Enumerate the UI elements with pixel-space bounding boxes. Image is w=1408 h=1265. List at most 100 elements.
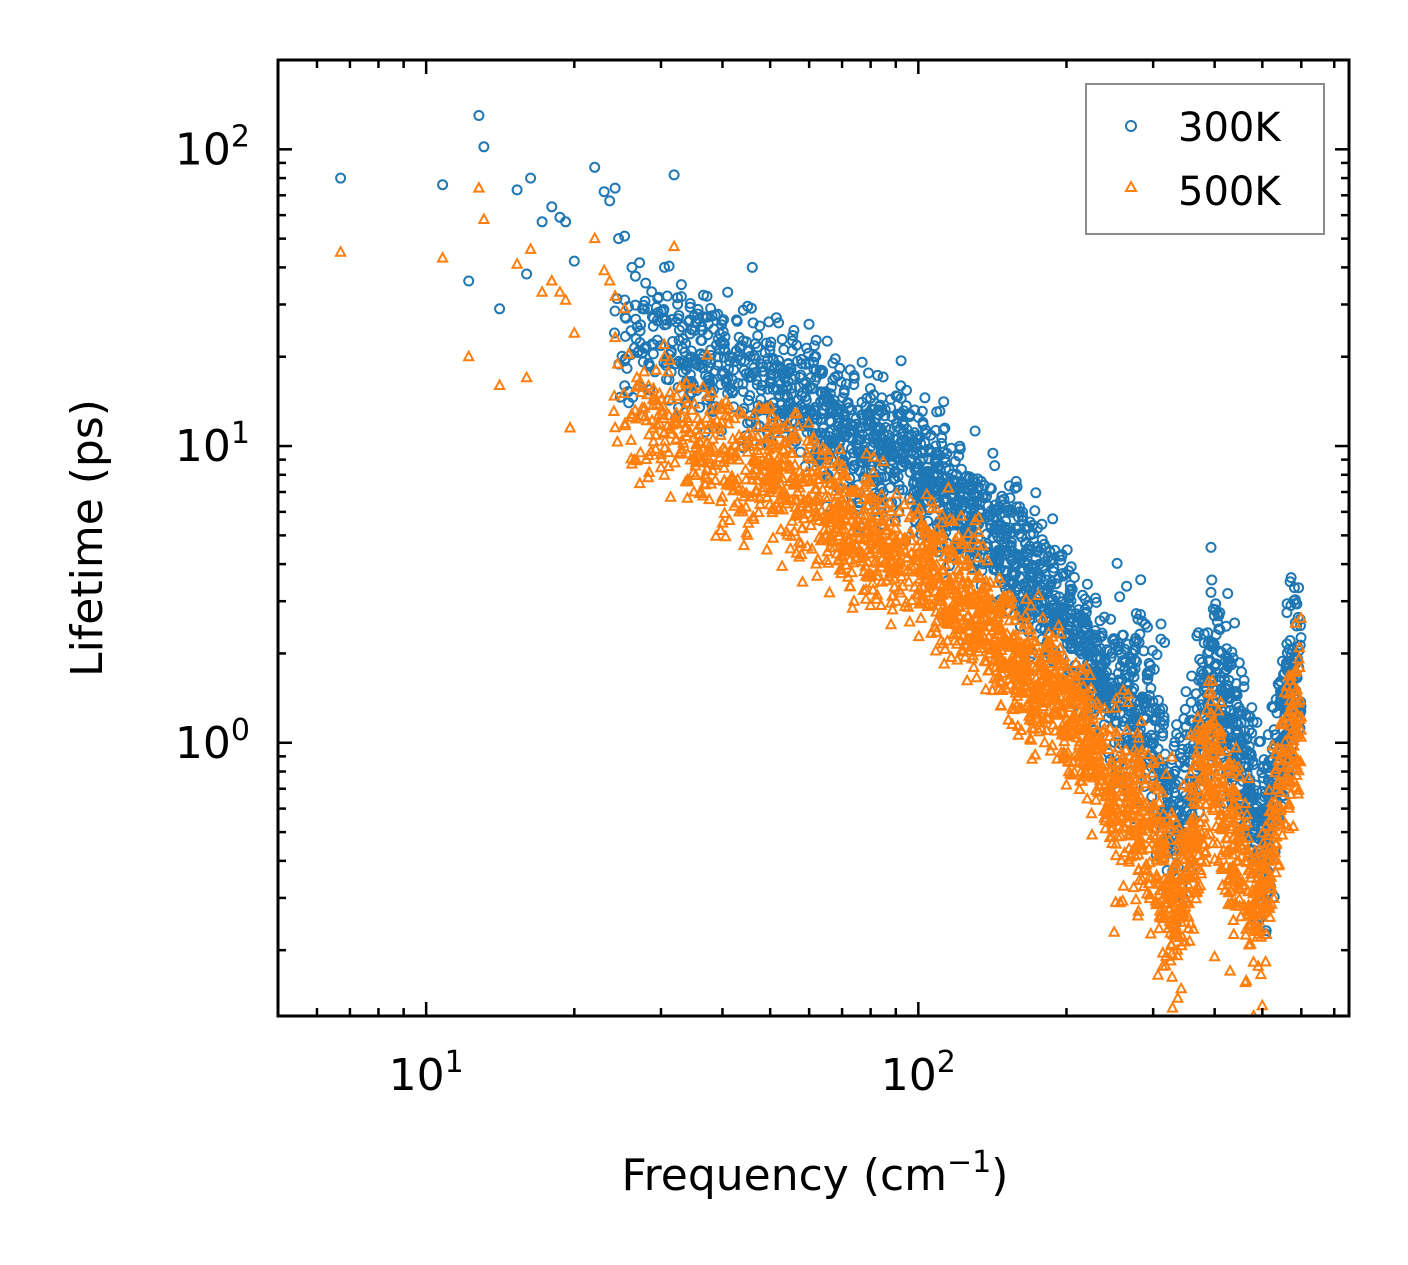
scatter-point-300k (1238, 674, 1250, 686)
scatter-point-500k (1294, 611, 1308, 623)
scatter-point-300k (629, 270, 641, 282)
scatter-point-500k (658, 468, 671, 480)
scatter-point-300k (1174, 732, 1186, 744)
scatter-point-500k (1057, 751, 1070, 763)
scatter-point-500k (981, 553, 994, 566)
scatter-point-300k (634, 257, 646, 269)
scatter-point-500k (1244, 904, 1258, 917)
scatter-point-500k (900, 551, 913, 563)
scatter-point-500k (1208, 949, 1221, 962)
scatter-point-300k (680, 338, 692, 350)
scatter-point-300k (1227, 717, 1239, 729)
scatter-point-500k (1133, 787, 1146, 800)
scatter-point-500k (926, 531, 939, 544)
scatter-point-500k (1177, 777, 1190, 790)
scatter-point-500k (1164, 953, 1177, 966)
scatter-point-300k (1010, 548, 1022, 560)
scatter-point-500k (1058, 649, 1071, 662)
scatter-point-300k (778, 408, 790, 420)
scatter-point-300k (698, 289, 709, 301)
scatter-point-500k (965, 651, 979, 664)
scatter-point-500k (1165, 749, 1179, 762)
scatter-point-300k (886, 411, 898, 423)
scatter-point-500k (804, 474, 817, 486)
scatter-point-300k (1155, 633, 1167, 645)
scatter-point-500k (860, 446, 873, 459)
scatter-point-300k (1230, 690, 1242, 702)
scatter-point-500k (1191, 824, 1204, 837)
scatter-point-300k (919, 467, 931, 478)
scatter-point-500k (747, 468, 761, 480)
scatter-point-500k (649, 442, 662, 454)
scatter-point-500k (1109, 848, 1123, 861)
scatter-point-500k (724, 442, 738, 455)
scatter-point-500k (1126, 763, 1140, 776)
scatter-point-500k (848, 516, 862, 529)
scatter-point-300k (1192, 627, 1204, 639)
scatter-point-300k (992, 520, 1004, 531)
scatter-point-500k (992, 649, 1006, 662)
scatter-point-500k (694, 436, 707, 449)
scatter-point-500k (524, 242, 537, 254)
scatter-point-300k (668, 169, 680, 181)
scatter-point-500k (1142, 800, 1156, 812)
scatter-point-300k (746, 371, 757, 383)
scatter-point-500k (657, 337, 671, 349)
scatter-point-500k (655, 451, 668, 464)
scatter-point-500k (1179, 863, 1193, 875)
scatter-point-500k (1145, 766, 1159, 778)
scatter-point-500k (1242, 831, 1255, 843)
scatter-point-300k (756, 379, 768, 391)
scatter-point-300k (1040, 613, 1052, 625)
scatter-point-500k (690, 422, 703, 435)
scatter-point-300k (955, 463, 967, 475)
scatter-point-500k (608, 388, 621, 401)
scatter-point-500k (1010, 608, 1024, 621)
scatter-point-500k (876, 454, 890, 467)
scatter-point-300k (1218, 674, 1230, 686)
scatter-point-300k (803, 318, 815, 330)
scatter-point-500k (1267, 891, 1281, 903)
scatter-point-500k (877, 509, 891, 522)
scatter-point-300k (1180, 686, 1192, 698)
scatter-point-300k (946, 468, 958, 480)
scatter-point-500k (759, 431, 773, 444)
scatter-point-500k (1248, 844, 1262, 856)
scatter-point-500k (888, 528, 901, 541)
scatter-point-500k (884, 617, 898, 630)
scatter-point-300k (1140, 697, 1152, 708)
scatter-point-500k (462, 349, 475, 362)
scatter-point-500k (1165, 970, 1179, 982)
scatter-point-500k (823, 585, 836, 598)
scatter-point-300k (1065, 604, 1077, 616)
scatter-point-500k (1093, 768, 1106, 781)
scatter-point-500k (1124, 762, 1137, 774)
scatter-point-300k (640, 341, 652, 353)
scatter-point-300k (1256, 821, 1267, 833)
scatter-point-500k (1097, 724, 1110, 737)
scatter-point-300k (1175, 800, 1187, 812)
scatter-point-500k (1265, 795, 1279, 807)
scatter-point-300k (1019, 538, 1031, 549)
scatter-point-500k (1202, 674, 1215, 686)
scatter-point-300k (922, 461, 933, 473)
scatter-point-500k (979, 682, 993, 695)
scatter-point-300k (878, 428, 890, 440)
scatter-point-500k (1049, 663, 1063, 676)
scatter-point-300k (763, 316, 775, 328)
scatter-point-500k (1195, 826, 1208, 838)
scatter-point-300k (898, 440, 910, 452)
scatter-point-500k (1073, 782, 1086, 795)
scatter-point-500k (787, 429, 800, 442)
scatter-point-500k (972, 525, 985, 537)
scatter-point-500k (920, 487, 933, 500)
scatter-point-300k (1088, 645, 1100, 657)
scatter-point-500k (1121, 687, 1135, 699)
scatter-point-500k (1076, 662, 1089, 675)
scatter-point-500k (929, 643, 943, 656)
scatter-point-500k (1208, 852, 1222, 864)
scatter-point-500k (1294, 693, 1307, 705)
scatter-point-500k (472, 180, 486, 193)
scatter-point-300k (695, 334, 707, 346)
scatter-point-300k (1044, 556, 1056, 568)
